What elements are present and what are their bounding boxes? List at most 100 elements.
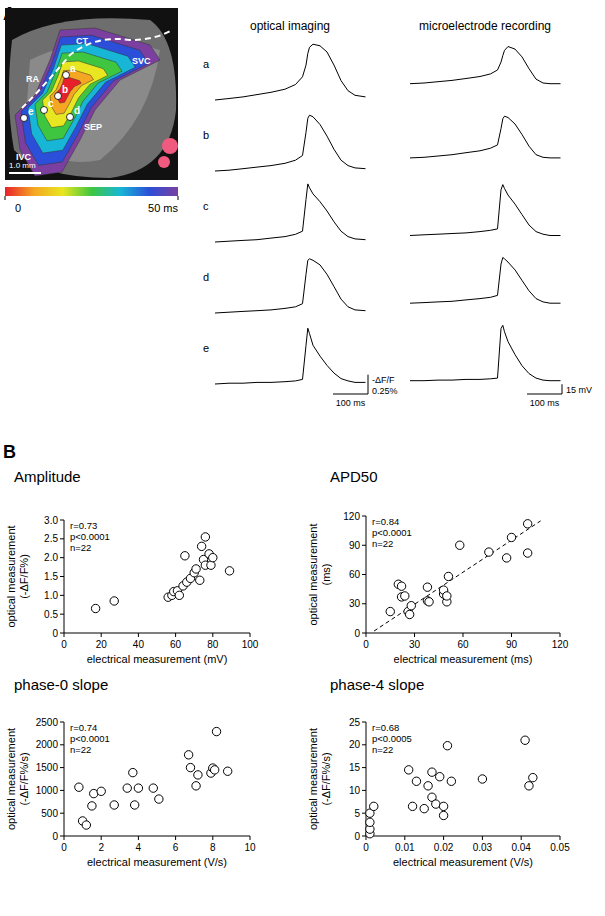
data-point xyxy=(110,801,118,809)
data-point xyxy=(212,727,220,735)
y-tick-label: 20 xyxy=(349,739,361,750)
x-tick xyxy=(212,836,213,840)
y-tick-label: 1.5 xyxy=(44,571,58,582)
x-tick xyxy=(560,836,561,840)
data-point xyxy=(432,800,440,808)
x-tick xyxy=(138,633,139,637)
y-tick xyxy=(362,744,366,745)
trace-label: b xyxy=(203,129,209,141)
data-point xyxy=(405,610,413,618)
x-tick xyxy=(443,836,444,840)
plot-area xyxy=(91,533,233,613)
x-tick-label: 60 xyxy=(457,639,469,650)
scale-bar xyxy=(562,384,563,394)
y-tick-label: 2.0 xyxy=(44,552,58,563)
data-point xyxy=(110,597,118,605)
tissue xyxy=(9,18,176,178)
data-point xyxy=(424,782,432,790)
x-tick xyxy=(521,836,522,840)
map-label: SEP xyxy=(84,122,102,132)
data-point xyxy=(82,821,90,829)
data-point xyxy=(207,561,215,569)
map-label: CT xyxy=(76,36,88,46)
x-tick-label: 2 xyxy=(98,842,104,853)
isochrone xyxy=(35,52,122,141)
x-tick-label: 0 xyxy=(61,842,67,853)
chart-title: phase-4 slope xyxy=(330,676,424,693)
colorbar-label: 50 ms xyxy=(148,202,178,214)
x-tick xyxy=(366,633,367,637)
y-tick-label: 2.5 xyxy=(44,533,58,544)
site-label: d xyxy=(74,105,80,116)
data-point xyxy=(436,773,444,781)
x-tick xyxy=(175,836,176,840)
chart-title: Amplitude xyxy=(14,468,81,485)
y-tick xyxy=(362,574,366,575)
chart-title: APD50 xyxy=(330,468,378,485)
y-tick xyxy=(362,767,366,768)
y-tick-label: 2500 xyxy=(36,717,59,728)
isochrone xyxy=(15,28,160,176)
site-label: c xyxy=(48,98,54,109)
x-tick-label: 120 xyxy=(552,639,569,650)
data-point xyxy=(456,541,464,549)
y-axis-label: (-ΔF/F%/s) xyxy=(18,752,30,805)
recording-site xyxy=(41,107,48,114)
y-tick xyxy=(362,836,366,837)
data-point xyxy=(425,598,433,606)
scale-bar xyxy=(9,172,41,174)
x-tick xyxy=(414,633,415,637)
optical-trace xyxy=(215,259,366,313)
x-axis xyxy=(64,836,250,837)
annotation: r=0.84 xyxy=(372,516,399,527)
y-tick xyxy=(362,790,366,791)
y-axis-label: (ms) xyxy=(320,564,332,586)
y-tick-label: 15 xyxy=(349,762,361,773)
marker-blob xyxy=(162,138,178,154)
scale-bar xyxy=(368,375,369,394)
data-point xyxy=(197,542,205,550)
y-tick-label: 1500 xyxy=(36,762,59,773)
x-axis-label: electrical measurement (V/s) xyxy=(393,856,533,868)
x-axis-label: electrical measurement (V/s) xyxy=(87,856,227,868)
marker-blob xyxy=(158,156,170,168)
x-tick-label: 60 xyxy=(170,639,182,650)
x-tick-label: 0 xyxy=(363,639,369,650)
isochrone xyxy=(50,70,94,114)
data-point xyxy=(478,775,486,783)
colorbar-label: 0 xyxy=(15,202,21,214)
site-label: b xyxy=(62,84,68,95)
y-tick-label: 3.0 xyxy=(44,515,58,526)
recording-site xyxy=(63,72,70,79)
x-axis xyxy=(366,836,560,837)
y-tick-label: 0 xyxy=(52,628,58,639)
scatter-chart: phase-4 slope051015202500.010.020.030.04… xyxy=(307,676,570,868)
y-tick-label: 500 xyxy=(41,808,58,819)
x-tick-label: 0.04 xyxy=(511,842,531,853)
y-tick xyxy=(362,722,366,723)
y-axis-label: (-ΔF/F%) xyxy=(18,554,30,599)
y-tick xyxy=(60,557,64,558)
data-point xyxy=(186,763,194,771)
data-point xyxy=(129,768,137,776)
fit-line xyxy=(374,521,540,631)
x-tick xyxy=(101,633,102,637)
scale-label: 0.25% xyxy=(372,386,398,396)
data-point xyxy=(529,773,537,781)
x-tick-label: 0.02 xyxy=(434,842,454,853)
data-point xyxy=(443,592,451,600)
column-title: microelectrode recording xyxy=(419,19,551,33)
isochrone xyxy=(57,78,82,103)
data-point xyxy=(134,784,142,792)
electrical-trace xyxy=(410,116,561,158)
annotation: r=0.68 xyxy=(372,722,399,733)
x-tick-label: 10 xyxy=(244,842,256,853)
y-tick xyxy=(60,633,64,634)
scale-label: -ΔF/F xyxy=(372,375,395,385)
data-point xyxy=(521,736,529,744)
data-point xyxy=(75,783,83,791)
x-tick-label: 6 xyxy=(173,842,179,853)
x-tick xyxy=(511,633,512,637)
y-tick xyxy=(362,545,366,546)
scale-label: 100 ms xyxy=(336,398,366,408)
